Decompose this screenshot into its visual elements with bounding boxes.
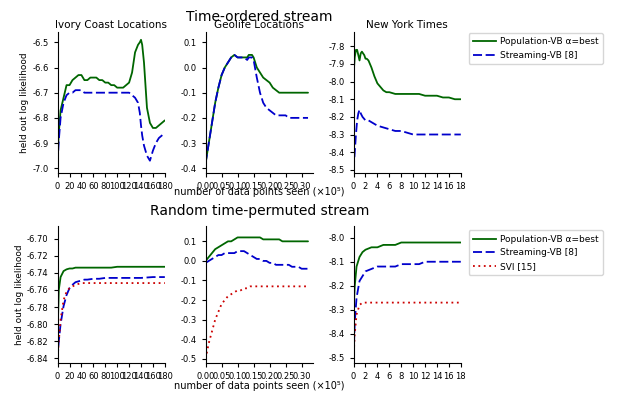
Legend: Population-VB α=best, Streaming-VB [8]: Population-VB α=best, Streaming-VB [8] bbox=[468, 33, 604, 64]
Y-axis label: held out log likelihood: held out log likelihood bbox=[15, 244, 24, 345]
Title: New York Times: New York Times bbox=[366, 20, 448, 30]
Y-axis label: held out log likelihood: held out log likelihood bbox=[20, 52, 29, 153]
Title: Geolife Locations: Geolife Locations bbox=[214, 20, 304, 30]
Text: number of data points seen (×10⁵): number of data points seen (×10⁵) bbox=[174, 187, 344, 197]
Text: Random time-permuted stream: Random time-permuted stream bbox=[150, 204, 369, 218]
Text: Time-ordered stream: Time-ordered stream bbox=[186, 10, 332, 24]
Title: Ivory Coast Locations: Ivory Coast Locations bbox=[55, 20, 167, 30]
Text: number of data points seen (×10⁵): number of data points seen (×10⁵) bbox=[174, 381, 344, 391]
Legend: Population-VB α=best, Streaming-VB [8], SVI [15]: Population-VB α=best, Streaming-VB [8], … bbox=[468, 230, 604, 275]
